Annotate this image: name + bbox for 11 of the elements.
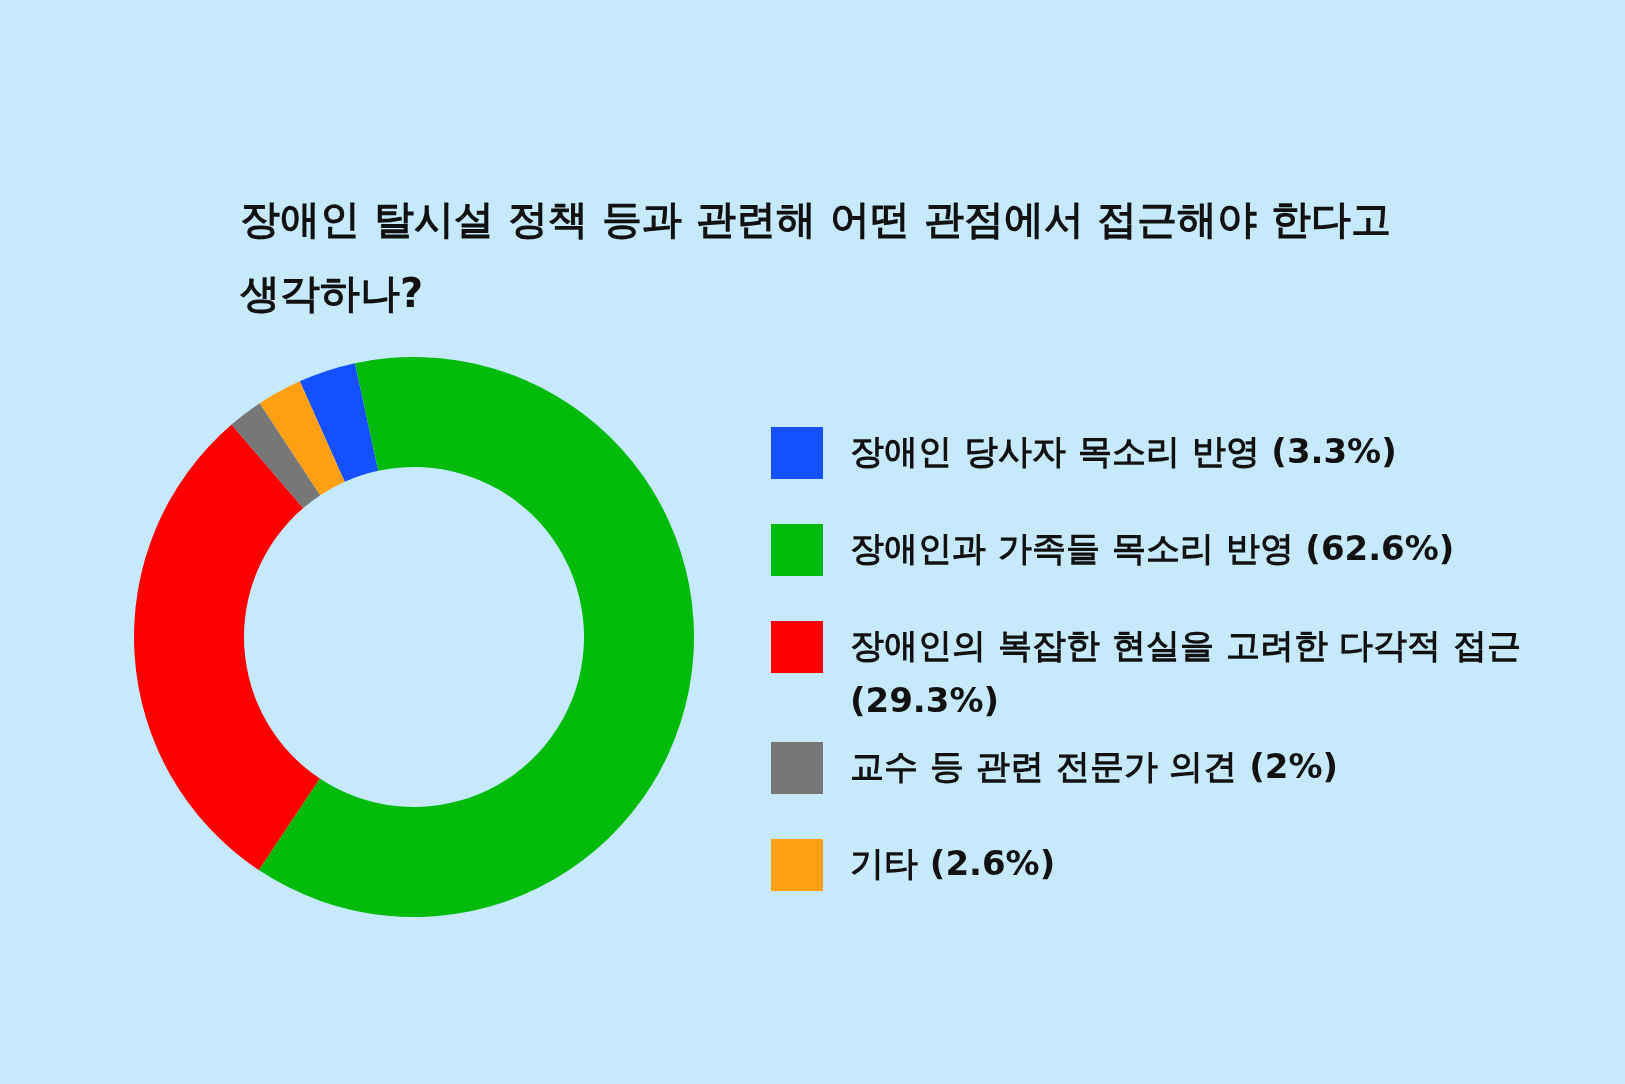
donut-slice	[231, 403, 321, 509]
donut-slice	[259, 381, 345, 496]
legend-label: 장애인 당사자 목소리 반영 (3.3%)	[850, 431, 1397, 471]
legend-label: 교수 등 관련 전문가 의견 (2%)	[850, 746, 1338, 786]
legend-label: 장애인과 가족들 목소리 반영 (62.6%)	[850, 528, 1455, 568]
donut-slice	[134, 424, 320, 871]
chart-title: 장애인 탈시설 정책 등과 관련해 어떤 관점에서 접근해야 한다고 생각하나?	[239, 196, 1392, 316]
legend-label: 장애인의 복잡한 현실을 고려한 다각적 접근 (29.3%)	[850, 625, 1522, 720]
legend-label: 기타 (2.6%)	[850, 843, 1056, 883]
donut-slice	[299, 363, 379, 482]
donut-slice	[258, 357, 694, 917]
